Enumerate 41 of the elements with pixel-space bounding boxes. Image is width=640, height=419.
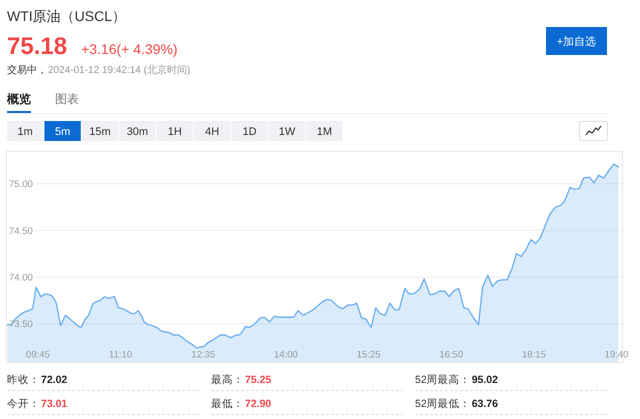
text: 72.90: [245, 398, 272, 410]
text: 95.02: [472, 374, 498, 386]
text: 1M: [316, 126, 332, 138]
text: 73.01: [41, 398, 68, 410]
text: 4H: [205, 126, 220, 138]
text: 1H: [168, 126, 182, 138]
text: 最高：: [211, 373, 244, 386]
text: 1m: [18, 126, 33, 138]
text: 概览: [6, 92, 31, 106]
text: 63.76: [472, 398, 498, 410]
y-tick-label: 73.50: [9, 319, 33, 330]
text: 最低：: [211, 398, 244, 410]
text: 52周最低：: [415, 398, 471, 410]
x-tick-label: 15:25: [356, 350, 380, 360]
text: 75.25: [245, 374, 272, 386]
text: 52周最高：: [415, 373, 471, 386]
x-tick-label: 11:10: [109, 350, 132, 360]
x-tick-label: 14:00: [274, 350, 298, 360]
x-tick-label: 09:45: [26, 350, 50, 360]
text: 75.18: [7, 33, 68, 60]
text: 1W: [278, 126, 296, 138]
text: 交易中，: [7, 64, 47, 76]
text: 今开：: [7, 398, 40, 410]
x-tick-label: 12:35: [191, 350, 216, 360]
y-tick-label: 75.00: [9, 179, 33, 190]
y-tick-label: 74.50: [9, 226, 33, 237]
x-tick-label: 18:15: [522, 350, 546, 360]
text: 30m: [126, 126, 148, 138]
text: +3.16(+ 4.39%): [81, 41, 178, 57]
text: 图表: [55, 92, 79, 106]
chart-title: WTI原油（USCL）: [7, 8, 126, 24]
text: +加自选: [556, 35, 596, 48]
text: 72.02: [41, 374, 68, 386]
x-tick-label: 16:50: [439, 350, 464, 360]
text: 5m: [54, 126, 70, 138]
text: 1D: [242, 126, 257, 138]
text: 2024-01-12 19:42:14 (北京时间): [48, 64, 190, 76]
x-tick-label: 19:40: [604, 350, 628, 360]
text: 昨收：: [7, 374, 40, 386]
text: 15m: [89, 126, 111, 138]
y-tick-label: 74.00: [9, 272, 33, 284]
